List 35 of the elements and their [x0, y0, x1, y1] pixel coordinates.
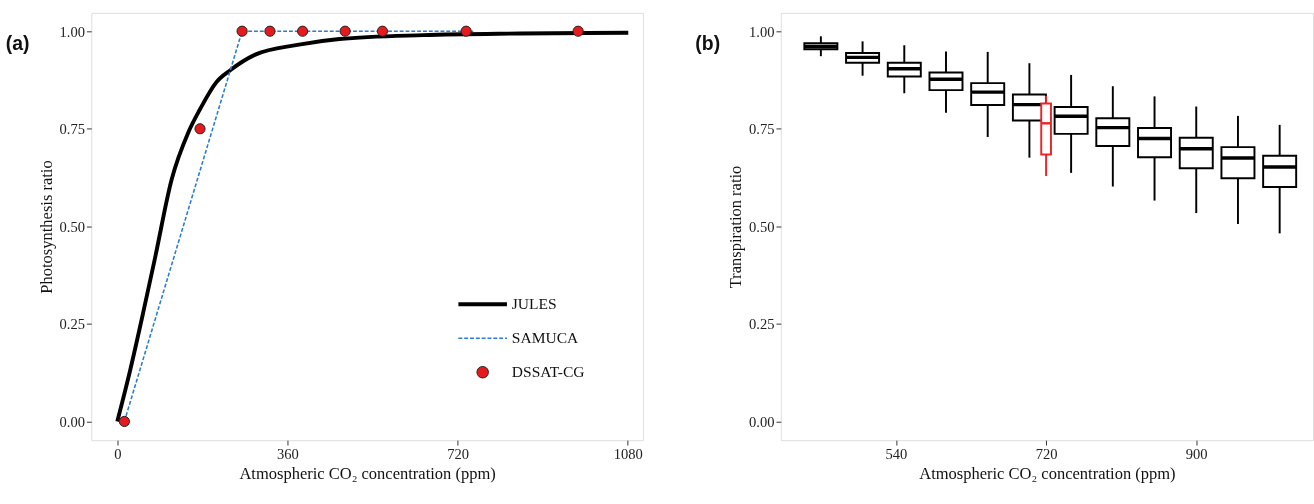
- point: [236, 25, 248, 37]
- x-tick-label: 720: [1035, 446, 1058, 463]
- x-axis-title: Atmospheric CO₂ concentration (ppm): [919, 463, 1176, 483]
- point: [264, 25, 276, 37]
- x-tick-label: 0: [114, 446, 122, 463]
- x-tick-label: 900: [1185, 446, 1208, 463]
- legend-label: JULES: [511, 295, 557, 313]
- y-tick-label: 1.00: [749, 23, 775, 40]
- text: (b): [695, 31, 721, 54]
- y-tick-label: 0.00: [59, 413, 85, 430]
- legend-label: DSSAT-CG: [511, 363, 585, 381]
- y-tick-label: 0.75: [59, 121, 85, 138]
- x-tick-label: 360: [277, 446, 299, 463]
- y-tick-label: 0.25: [59, 316, 85, 333]
- x-tick-label: 720: [447, 446, 470, 463]
- point: [297, 25, 309, 37]
- y-tick-label: 0.50: [59, 218, 85, 235]
- point: [118, 415, 130, 428]
- x-tick-label: 540: [885, 446, 908, 463]
- point: [572, 25, 584, 37]
- y-axis-title: Photosynthesis ratio: [36, 160, 56, 294]
- text: (a): [5, 31, 30, 54]
- legend-label: SAMUCA: [511, 329, 579, 347]
- point: [339, 25, 351, 37]
- x-axis-title: Atmospheric CO₂ concentration (ppm): [239, 463, 496, 483]
- y-tick-label: 0.50: [749, 218, 775, 235]
- y-tick-label: 0.00: [749, 413, 775, 430]
- point: [460, 25, 472, 37]
- y-tick-label: 0.25: [749, 316, 775, 333]
- y-axis-title: Transpiration ratio: [726, 165, 746, 289]
- y-tick-label: 1.00: [59, 23, 85, 40]
- y-tick-label: 0.75: [749, 121, 775, 138]
- point: [376, 25, 389, 37]
- x-tick-label: 1080: [613, 446, 643, 463]
- point: [194, 123, 206, 135]
